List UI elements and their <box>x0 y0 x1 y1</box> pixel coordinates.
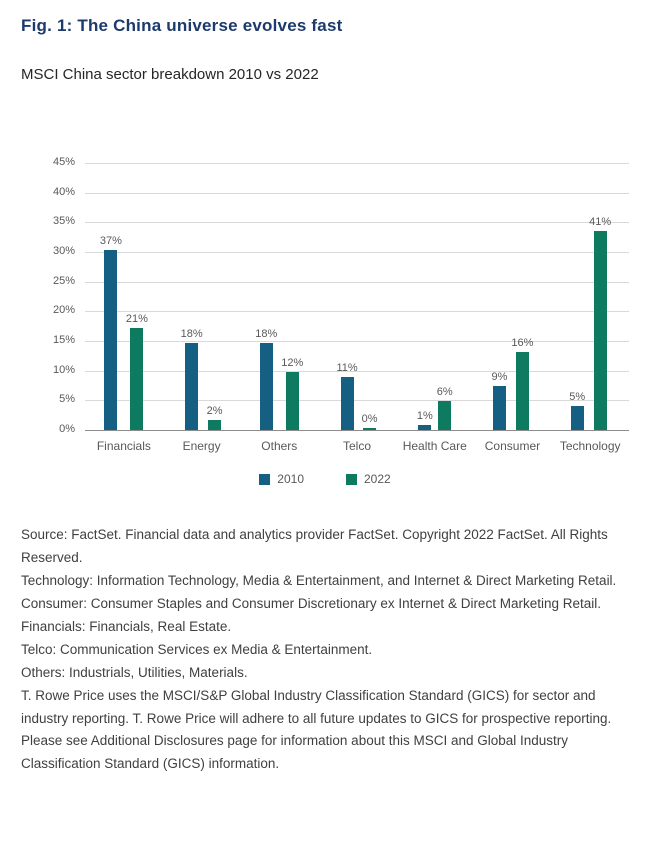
legend-swatch-2010 <box>259 473 271 485</box>
bar-wrap: 0% <box>362 413 378 430</box>
bar-2010-others <box>259 342 273 430</box>
y-tick-label: 5% <box>59 393 75 406</box>
bar-2010-financials <box>104 250 118 430</box>
footnote-others: Others: Industrials, Utilities, Material… <box>21 664 248 680</box>
x-category-label: Energy <box>182 439 221 453</box>
bar-wrap: 2% <box>207 405 223 430</box>
y-tick-label: 30% <box>52 245 75 257</box>
bar-value-label: 2% <box>206 405 223 418</box>
bar-value-label: 21% <box>125 313 148 326</box>
chart-subtitle: MSCI China sector breakdown 2010 vs 2022 <box>21 66 319 83</box>
bar-wrap: 16% <box>511 337 533 430</box>
x-category-label: Others <box>261 439 298 453</box>
category-group: 5% 41% Technology <box>551 163 629 453</box>
category-group: 11% 0% Telco <box>318 163 396 453</box>
bar-2022-technology <box>593 230 607 430</box>
bar-value-label: 11% <box>336 361 358 374</box>
footnote-consumer: Consumer: Consumer Staples and Consumer … <box>21 595 601 611</box>
gridline <box>85 192 629 194</box>
bar-value-label: 16% <box>511 337 534 350</box>
bar-2010-energy <box>185 342 199 430</box>
bar-wrap: 12% <box>281 357 303 430</box>
figure-container: Fig. 1: The China universe evolves fast … <box>21 16 629 776</box>
x-category-label: Telco <box>343 439 372 453</box>
bar-2010-technology <box>570 405 584 430</box>
footnote-technology: Technology: Information Technology, Medi… <box>21 572 617 588</box>
bar-wrap: 18% <box>255 328 277 430</box>
bar-2022-financials <box>130 328 144 430</box>
y-tick-label: 35% <box>52 215 75 228</box>
bar-wrap: 41% <box>589 216 611 430</box>
legend-item-2010: 2010 <box>259 472 304 486</box>
bar-wrap: 6% <box>437 386 453 430</box>
bar-value-label: 37% <box>99 235 122 248</box>
bar-2010-health-care <box>418 425 432 430</box>
bar-wrap: 5% <box>569 391 585 430</box>
bar-wrap: 11% <box>336 361 358 430</box>
bar-value-label: 5% <box>569 390 586 403</box>
bar-value-label: 6% <box>436 385 453 398</box>
plot-area: 45% 40% 35% 30% 25% 20% 15% 10% 5% 0% 37% 21% Financ… <box>53 156 629 453</box>
y-tick-label: 25% <box>52 274 75 287</box>
bar-value-label: 12% <box>281 356 304 369</box>
gridline <box>85 281 629 283</box>
gridline <box>85 163 629 164</box>
bar-2022-others <box>285 371 299 430</box>
legend-item-2022: 2022 <box>346 472 391 486</box>
bar-chart: 45% 40% 35% 30% 25% 20% 15% 10% 5% 0% 37% 21% Financ… <box>21 156 629 486</box>
bar-2022-telco <box>363 428 377 430</box>
footnotes-section: Source: FactSet. Financial data and anal… <box>21 524 629 776</box>
bar-wrap: 9% <box>491 371 507 430</box>
bar-wrap: 18% <box>181 328 203 430</box>
legend-swatch-2022 <box>346 473 357 485</box>
footnote-telco: Telco: Communication Services ex Media &… <box>21 641 373 657</box>
gridline <box>85 400 629 402</box>
y-tick-label: 0% <box>59 423 75 435</box>
category-group: 1% 6% Health Care <box>396 163 474 453</box>
category-group: 37% 21% Financials <box>85 163 163 453</box>
bar-value-label: 18% <box>180 327 203 340</box>
category-group: 9% 16% Consumer <box>474 163 552 453</box>
bar-2022-energy <box>208 420 222 430</box>
gridline <box>85 311 629 313</box>
bar-2010-telco <box>340 376 354 430</box>
chart-legend: 2010 2022 <box>21 472 629 486</box>
x-category-label: Health Care <box>402 439 467 453</box>
footnote-financials: Financials: Financials, Real Estate. <box>21 618 232 634</box>
legend-label: 2022 <box>364 472 391 486</box>
bar-value-label: 41% <box>589 215 612 228</box>
x-category-label: Consumer <box>484 439 541 453</box>
gridline <box>85 370 629 372</box>
figure-title: Fig. 1: The China universe evolves fast <box>21 16 343 35</box>
x-category-label: Technology <box>559 439 621 453</box>
bars-row: 37% 21% Financials 18% 2% Energy 18% 12% Others 1… <box>85 163 629 453</box>
y-tick-label: 45% <box>52 156 75 168</box>
category-group: 18% 2% Energy <box>163 163 241 453</box>
gridline <box>85 341 629 342</box>
x-axis-line <box>85 430 629 431</box>
bar-value-label: 9% <box>491 371 508 384</box>
bar-value-label: 18% <box>255 327 278 340</box>
bar-2022-health-care <box>438 400 452 430</box>
bar-wrap: 21% <box>126 313 148 430</box>
bar-wrap: 1% <box>417 410 433 430</box>
y-tick-label: 15% <box>52 334 75 346</box>
gridline <box>85 252 629 253</box>
category-group: 18% 12% Others <box>240 163 318 453</box>
y-tick-label: 10% <box>52 363 75 376</box>
bar-2022-consumer <box>515 352 529 430</box>
footnote-source: Source: FactSet. Financial data and anal… <box>21 527 608 565</box>
gridline <box>85 222 629 224</box>
bar-value-label: 1% <box>416 410 433 423</box>
x-category-label: Financials <box>96 439 151 453</box>
bar-2010-consumer <box>492 386 506 430</box>
legend-label: 2010 <box>277 472 304 486</box>
y-tick-label: 40% <box>52 185 75 198</box>
bar-value-label: 0% <box>361 413 378 425</box>
bar-wrap: 37% <box>100 235 122 430</box>
y-tick-label: 20% <box>52 304 75 317</box>
footnote-gics: T. Rowe Price uses the MSCI/S&P Global I… <box>21 687 612 726</box>
footnote-disclosures: Please see Additional Disclosures page f… <box>21 733 569 772</box>
